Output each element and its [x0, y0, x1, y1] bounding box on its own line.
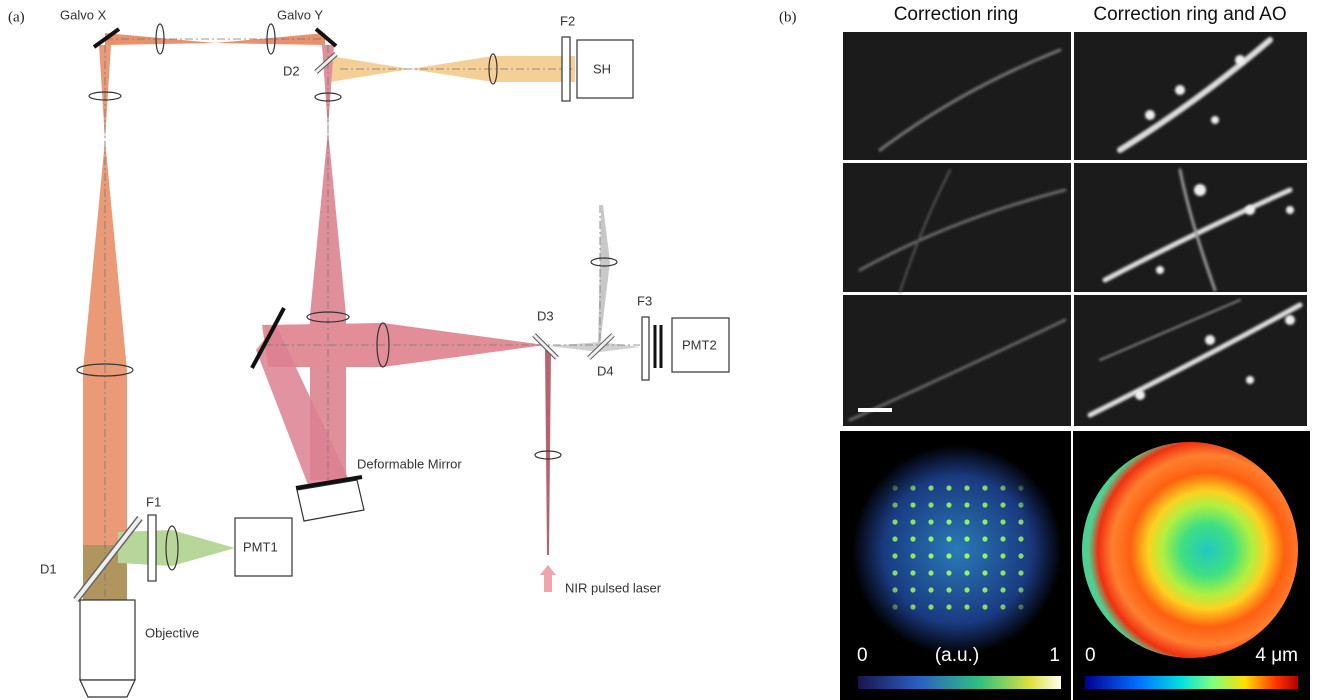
- colorbar-max: 1: [1049, 645, 1060, 666]
- spine: [1211, 116, 1219, 124]
- column-header: Correction ring and AO: [1093, 4, 1286, 25]
- label: NIR pulsed laser: [565, 580, 662, 595]
- label: D2: [283, 63, 300, 78]
- colorbar-unit: (a.u.): [935, 645, 979, 666]
- label: Galvo X: [60, 7, 107, 22]
- label: SH: [593, 61, 611, 76]
- beams: [83, 33, 640, 600]
- label: Objective: [145, 625, 199, 640]
- label: F1: [146, 494, 161, 509]
- image-tiles: [843, 32, 1307, 426]
- image: [843, 32, 1071, 160]
- objective-body: [80, 600, 135, 680]
- wavefront-map: [1082, 442, 1298, 658]
- spine: [1285, 315, 1295, 325]
- spine: [1235, 55, 1245, 65]
- spine: [1194, 184, 1206, 196]
- colorbar-max: 4 μm: [1255, 645, 1298, 666]
- filter: [562, 37, 570, 101]
- colorbar-min: 0: [1085, 645, 1096, 666]
- label: Galvo Y: [277, 7, 323, 22]
- label: Deformable Mirror: [357, 456, 462, 471]
- column-header: Correction ring: [894, 4, 1019, 25]
- label: D4: [597, 363, 614, 378]
- panel-label: (a): [8, 9, 25, 25]
- spine: [1135, 390, 1145, 400]
- panel-label: (b): [779, 9, 797, 25]
- label: D3: [537, 308, 554, 323]
- colorbar-min: 0: [857, 645, 868, 666]
- label: F3: [637, 293, 652, 308]
- shack-hartmann-spots: [890, 480, 1030, 620]
- image: [1074, 32, 1307, 160]
- micrographs: [840, 30, 1310, 428]
- wavefront-panels: 0 (a.u.) 1 0 4 μm: [840, 431, 1310, 700]
- label: PMT2: [682, 337, 717, 352]
- filter: [642, 317, 649, 380]
- spine: [1286, 206, 1294, 214]
- spine: [1156, 266, 1164, 274]
- image: [843, 163, 1071, 292]
- spine: [1205, 335, 1215, 345]
- components: [80, 37, 729, 697]
- figure-canvas: (a) Galvo X Galvo Y F2 SH D2 D: [0, 0, 1320, 700]
- optical-axes: [105, 39, 640, 600]
- axis-line: [105, 39, 640, 600]
- filter: [148, 515, 156, 581]
- spine: [1175, 85, 1185, 95]
- label: PMT1: [243, 539, 278, 554]
- label: D1: [40, 561, 57, 576]
- colorbar: [1085, 676, 1298, 689]
- objective-tip: [80, 680, 135, 697]
- image: [1074, 163, 1307, 292]
- laser-arrow: [540, 565, 556, 592]
- label: F2: [560, 13, 575, 28]
- spine: [1246, 376, 1254, 384]
- spine: [1145, 110, 1155, 120]
- figure: (a) Galvo X Galvo Y F2 SH D2 D: [0, 0, 1320, 700]
- spine: [1245, 205, 1255, 215]
- colorbar: [858, 676, 1061, 689]
